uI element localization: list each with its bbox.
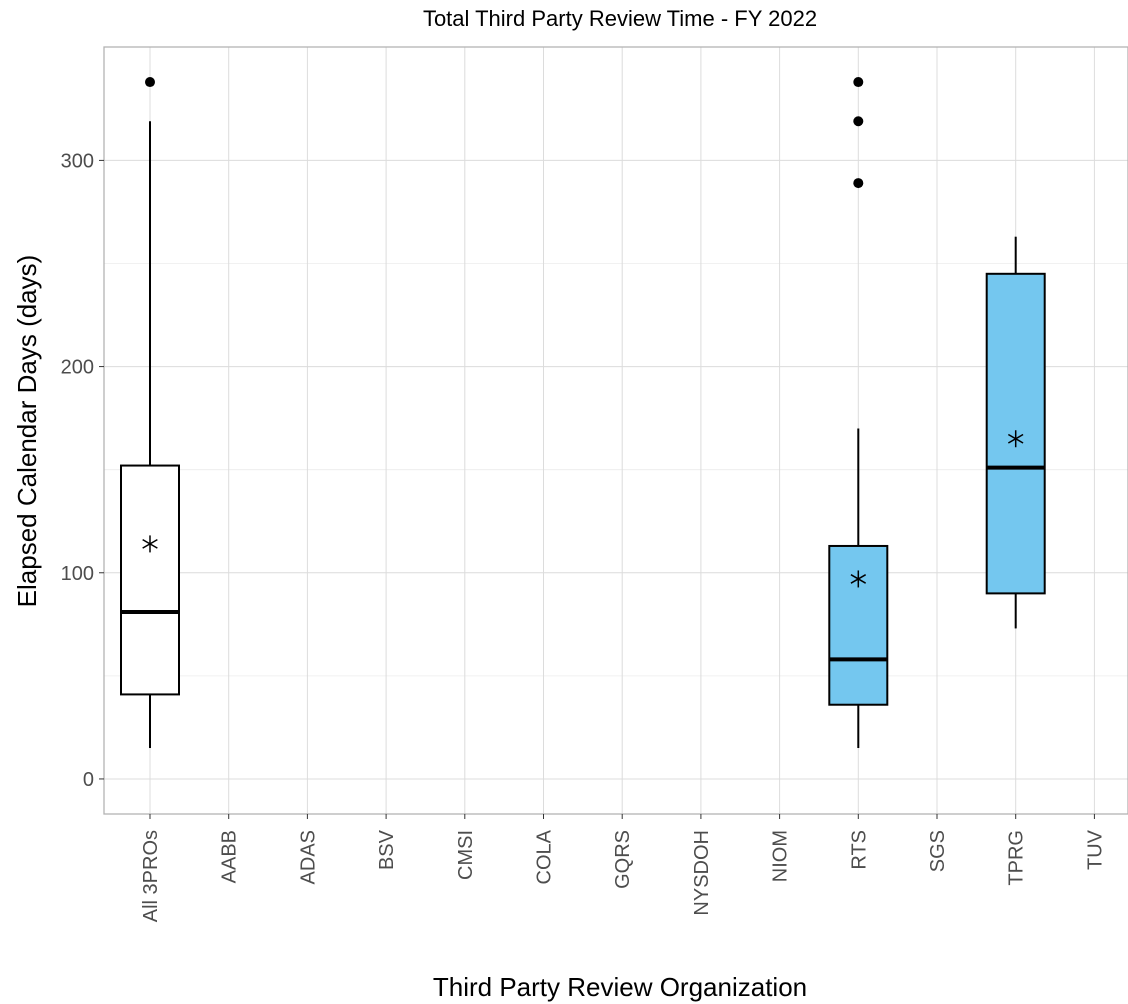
mean-marker-stroke (850, 574, 867, 584)
x-tick-label: GQRS (612, 830, 634, 889)
mean-marker (1007, 430, 1024, 448)
y-tick-label: 100 (61, 563, 94, 585)
mean-marker-stroke (142, 539, 158, 549)
tick-layer: 0 100 200 300 All 3PROs AABB ADAS BSV CMSI COLA GQ… (61, 150, 1107, 922)
x-tick-label: TPRG (1006, 830, 1028, 886)
mean-marker (850, 570, 867, 588)
y-tick-label: 300 (61, 150, 94, 172)
x-tick-label: All 3PROs (140, 830, 162, 922)
x-tick-label: COLA (534, 829, 556, 884)
box-group (828, 77, 889, 749)
x-axis-title: Third Party Review Organization (433, 972, 807, 1002)
x-tick-label: SGS (927, 830, 949, 872)
box-body (828, 544, 889, 706)
box-body (120, 464, 180, 696)
x-tick-label: AABB (219, 830, 241, 883)
y-axis-title: Elapsed Calendar Days (days) (12, 255, 42, 608)
x-tick-label: TUV (1084, 829, 1106, 870)
outlier-point (145, 77, 155, 88)
panel-border (103, 46, 1128, 815)
grid-layer (104, 47, 1128, 814)
y-tick-label: 0 (83, 769, 94, 791)
x-tick-label: CMSI (455, 830, 477, 880)
chart-title: Total Third Party Review Time - FY 2022 (423, 6, 817, 31)
outlier-point (853, 116, 864, 127)
y-tick-label: 200 (61, 357, 94, 379)
x-tick-label: NYSDOH (691, 830, 713, 916)
x-tick-label: BSV (376, 829, 398, 870)
box-layer (120, 77, 1046, 749)
box-group (120, 77, 180, 749)
x-tick-label: NIOM (770, 830, 792, 882)
outlier-point (853, 178, 864, 189)
x-tick-label: ADAS (297, 830, 319, 884)
x-tick-label: RTS (848, 830, 870, 870)
mean-marker (142, 535, 158, 553)
box-group (985, 236, 1046, 629)
mean-marker-stroke (1007, 433, 1024, 444)
outlier-point (853, 77, 864, 88)
